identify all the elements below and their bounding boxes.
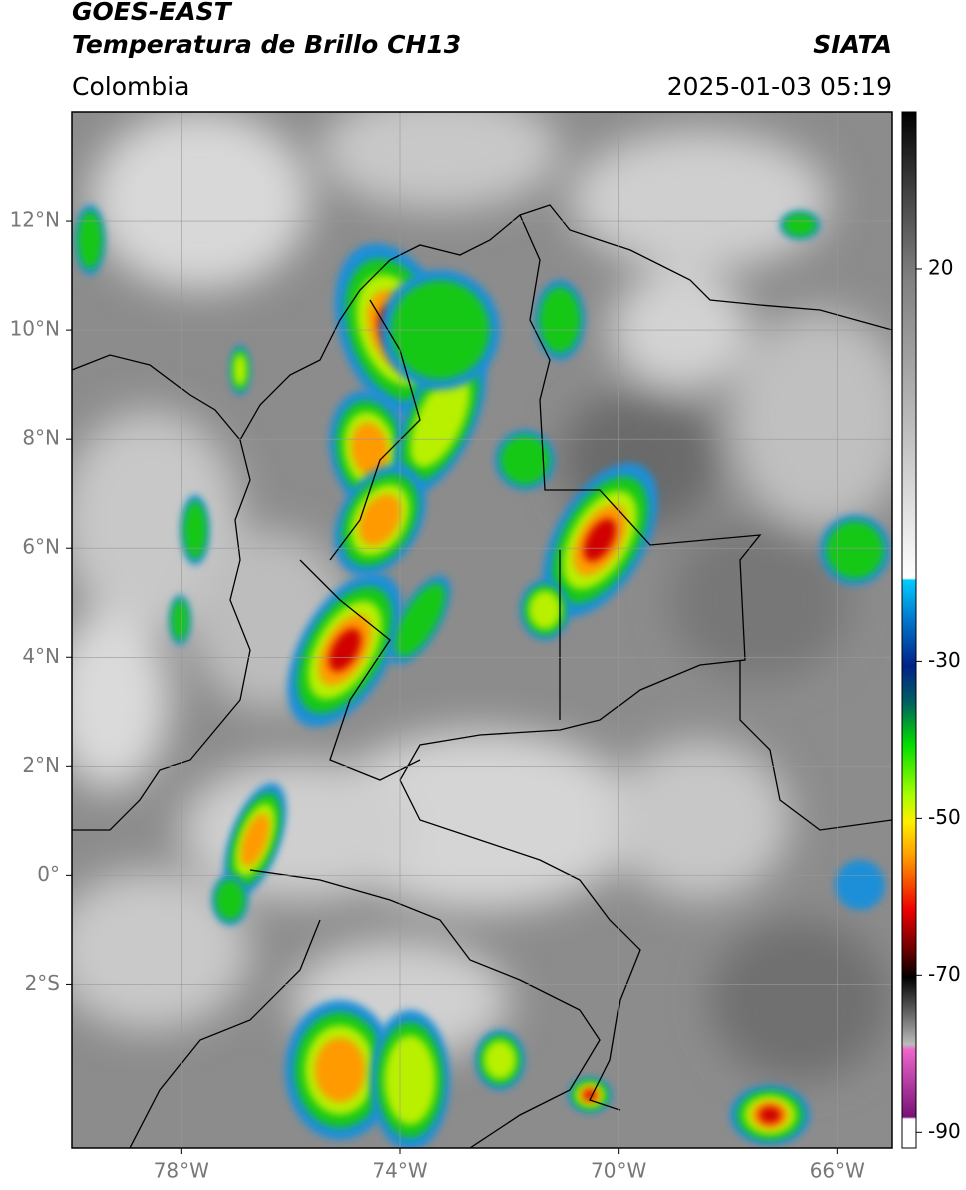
colorbar-tick-label: 20 bbox=[928, 255, 953, 279]
convective-cloud bbox=[758, 1106, 782, 1124]
cloud-texture bbox=[710, 920, 890, 1080]
y-tick-label: 2°S bbox=[25, 971, 60, 995]
convective-cloud bbox=[77, 211, 103, 269]
title: GOES-EAST bbox=[72, 0, 233, 26]
y-tick-label: 12°N bbox=[10, 208, 60, 232]
convective-cloud bbox=[484, 1040, 516, 1080]
convective-cloud bbox=[240, 813, 270, 867]
convective-cloud bbox=[583, 518, 617, 562]
cloud-texture bbox=[730, 310, 892, 530]
y-tick-label: 4°N bbox=[22, 644, 60, 668]
convective-cloud bbox=[529, 590, 561, 630]
cloud-texture bbox=[72, 610, 170, 790]
source: SIATA bbox=[813, 30, 892, 59]
convective-cloud bbox=[215, 879, 245, 921]
convective-cloud bbox=[826, 521, 884, 579]
convective-cloud bbox=[314, 1037, 366, 1103]
convective-cloud bbox=[328, 628, 362, 672]
convective-cloud bbox=[233, 354, 247, 386]
datetime: 2025-01-03 05:19 bbox=[667, 72, 892, 101]
colorbar-tick-label: -70 bbox=[928, 962, 961, 986]
subtitle: Temperatura de Brillo CH13 bbox=[72, 30, 461, 59]
cloud-texture bbox=[570, 130, 830, 270]
cloud-texture bbox=[72, 870, 250, 1030]
convective-cloud bbox=[171, 599, 189, 641]
cloud-texture bbox=[72, 410, 240, 630]
colorbar-tick-label: -50 bbox=[928, 805, 961, 829]
convective-cloud bbox=[395, 583, 445, 657]
convective-cloud bbox=[500, 435, 550, 485]
colorbar-tick-label: -90 bbox=[928, 1119, 961, 1143]
cloud-texture bbox=[90, 112, 310, 290]
x-tick-label: 74°W bbox=[372, 1159, 427, 1183]
cloud-texture bbox=[180, 760, 420, 900]
y-tick-label: 0° bbox=[37, 862, 60, 886]
cloud-texture bbox=[610, 740, 790, 900]
colorbar bbox=[901, 111, 917, 1149]
convective-cloud bbox=[410, 372, 470, 468]
y-tick-label: 6°N bbox=[22, 535, 60, 559]
colorbar-tick-label: -30 bbox=[928, 648, 961, 672]
x-tick-label: 66°W bbox=[810, 1159, 865, 1183]
y-tick-label: 10°N bbox=[10, 317, 60, 341]
imagery bbox=[72, 112, 892, 1148]
region: Colombia bbox=[72, 72, 189, 101]
convective-cloud bbox=[539, 287, 581, 353]
x-tick-label: 78°W bbox=[154, 1159, 209, 1183]
convective-cloud bbox=[835, 860, 885, 910]
y-tick-label: 2°N bbox=[22, 753, 60, 777]
map-frame bbox=[71, 111, 893, 1149]
convective-cloud bbox=[384, 1035, 436, 1125]
cloud-texture bbox=[320, 112, 560, 210]
cloud-texture bbox=[670, 520, 850, 680]
convective-cloud bbox=[183, 501, 207, 559]
convective-cloud bbox=[358, 494, 402, 546]
convective-cloud bbox=[783, 213, 817, 237]
x-tick-label: 70°W bbox=[591, 1159, 646, 1183]
y-tick-label: 8°N bbox=[22, 426, 60, 450]
